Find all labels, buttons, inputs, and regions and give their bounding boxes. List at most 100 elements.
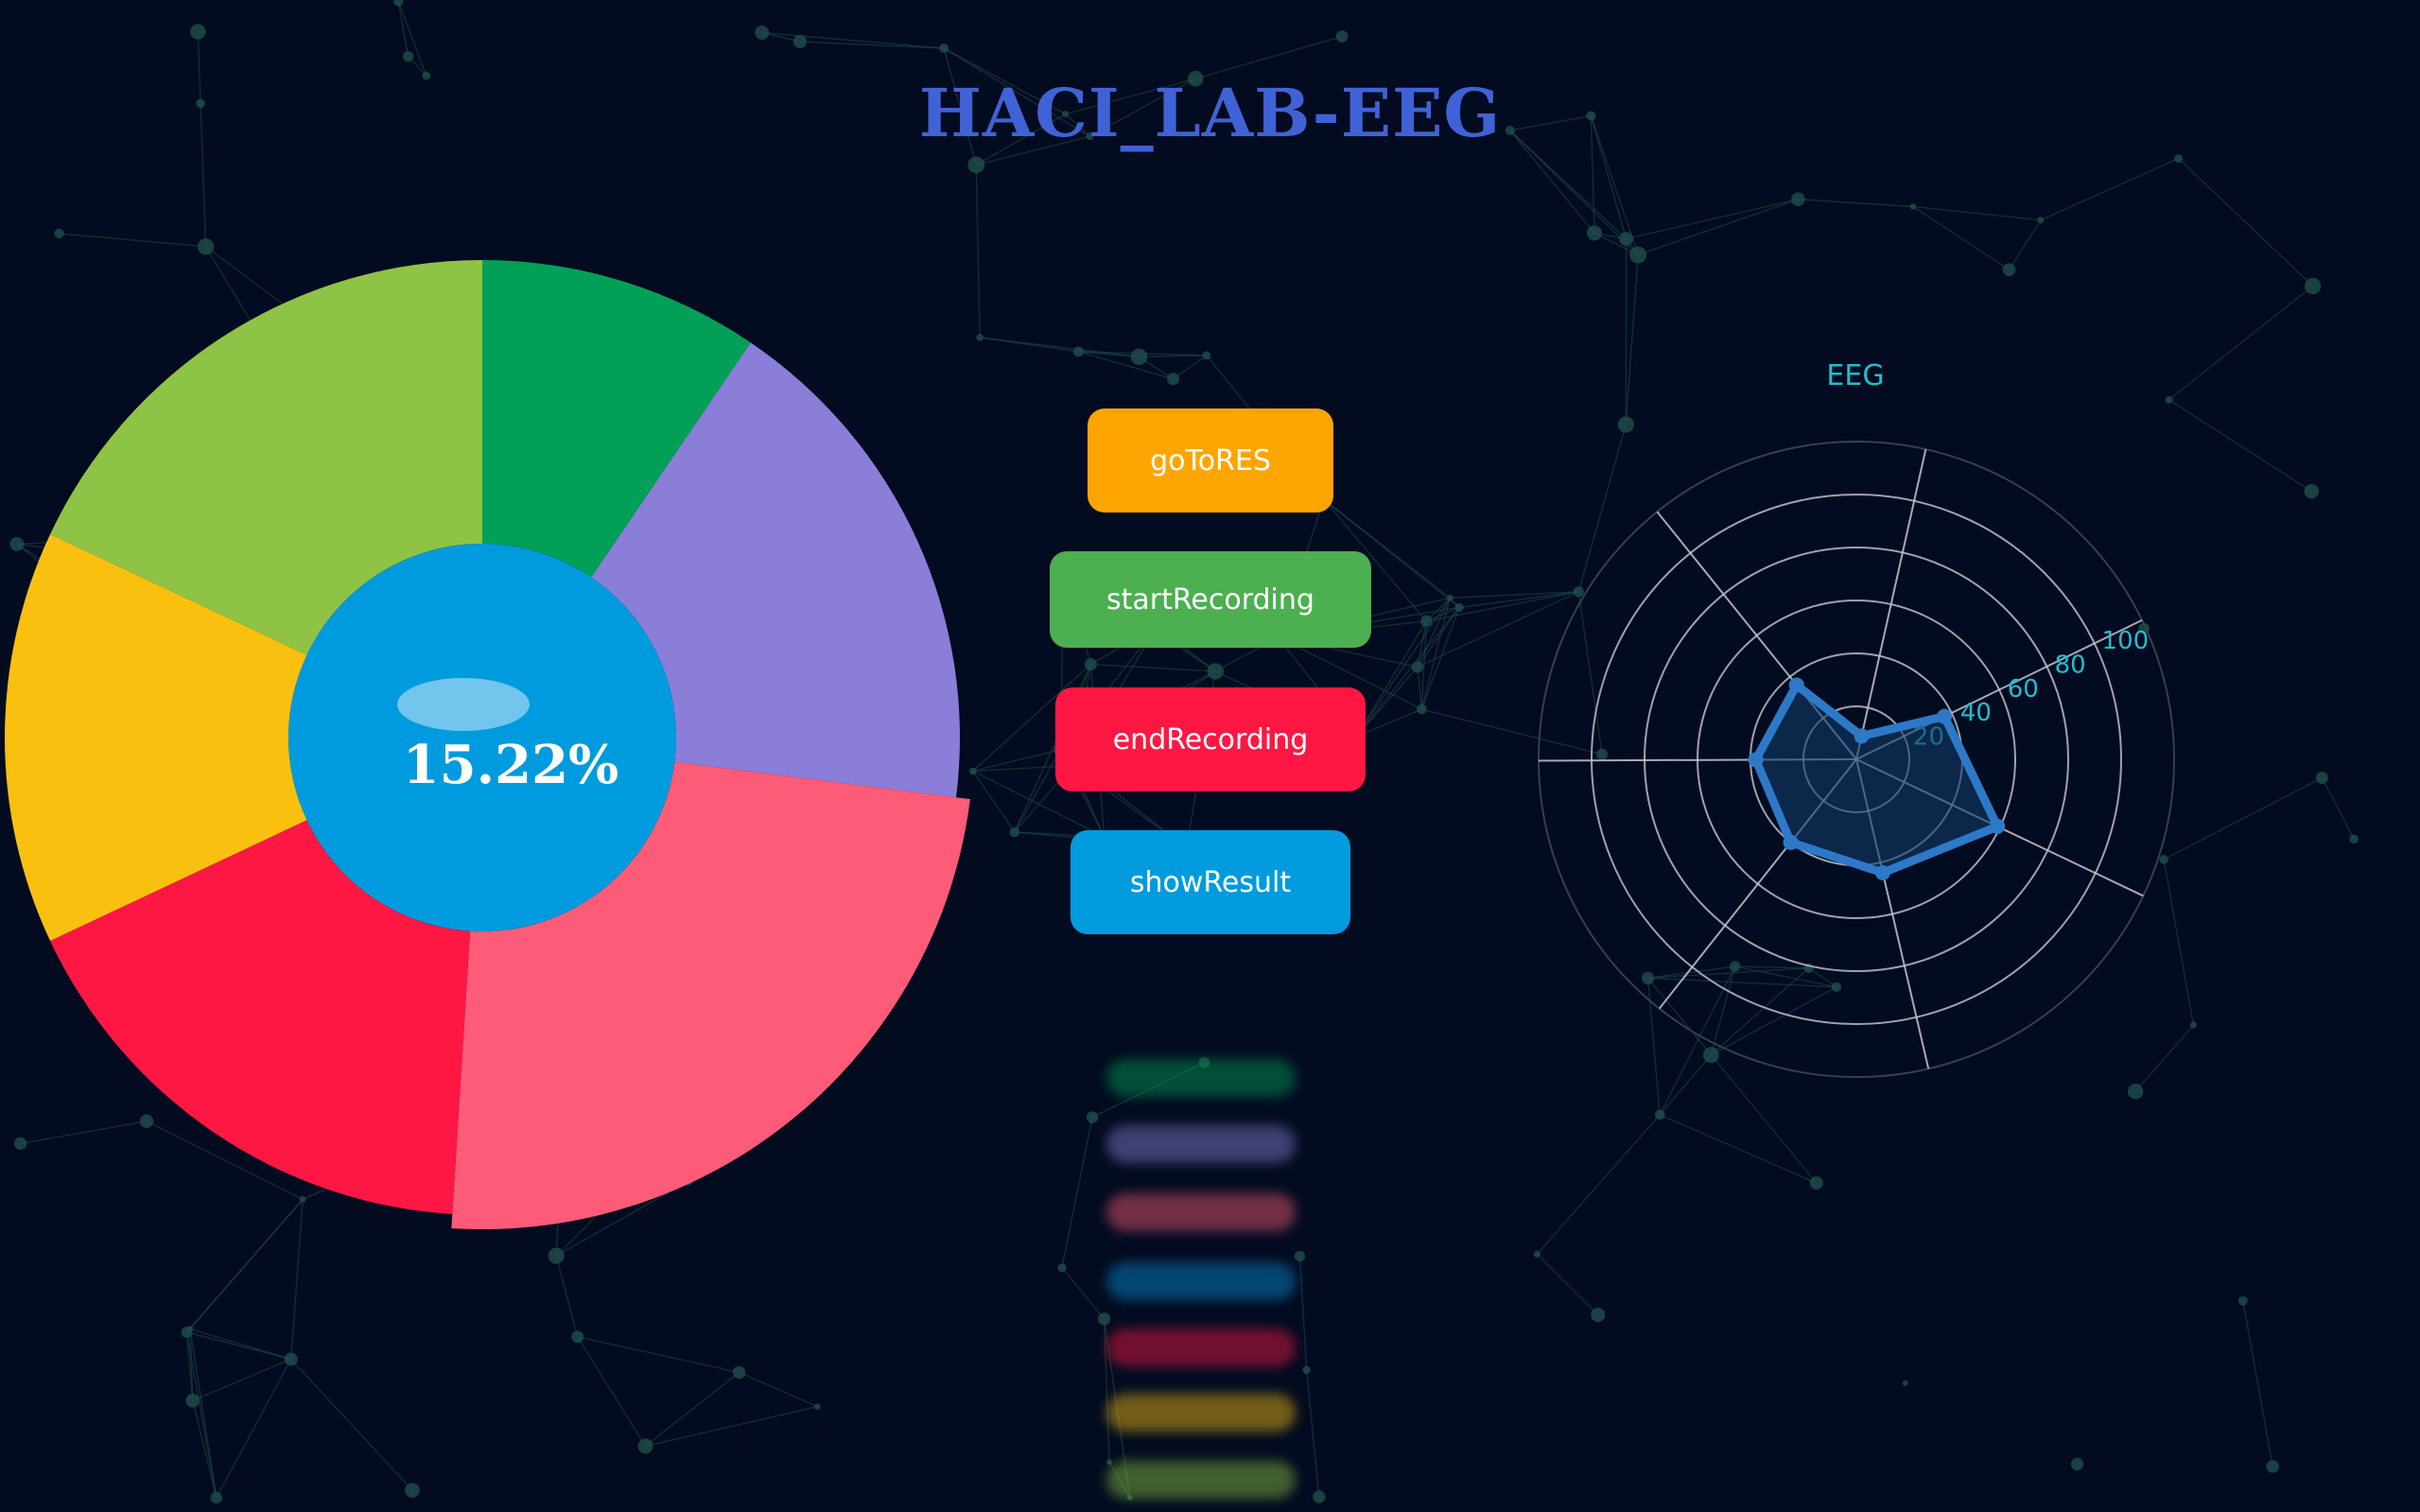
page-title: HACI_LAB-EEG <box>918 74 1502 152</box>
go-to-res-label: goToRES <box>1150 443 1271 478</box>
network-link <box>185 1331 218 1499</box>
network-link <box>799 41 945 49</box>
radar-outer-ring <box>1538 441 2175 1078</box>
legend-item[interactable] <box>1106 1394 1296 1432</box>
legend-item[interactable] <box>1106 1262 1296 1300</box>
radar-point[interactable] <box>1990 819 2006 835</box>
network-node <box>402 51 414 62</box>
donut-slice[interactable] <box>4 533 307 942</box>
network-node <box>1420 615 1433 628</box>
legend-item[interactable] <box>1106 1193 1296 1231</box>
network-node <box>1072 346 1084 357</box>
donut-slice[interactable] <box>591 342 960 798</box>
network-link <box>975 165 981 338</box>
network-link <box>1536 1114 1661 1255</box>
network-link <box>645 1405 818 1448</box>
network-link <box>192 1358 292 1401</box>
network-link <box>555 1255 579 1337</box>
network-link <box>1065 78 1196 115</box>
network-link <box>1298 1256 1308 1370</box>
network-node <box>1062 111 1070 118</box>
network-link <box>1103 1318 1110 1463</box>
radar-point[interactable] <box>1788 677 1804 693</box>
network-link <box>1711 986 1837 1056</box>
donut-slice[interactable] <box>50 260 482 655</box>
network-link <box>1091 1062 1205 1119</box>
network-node <box>1831 982 1842 992</box>
network-node <box>9 536 25 551</box>
network-link <box>1089 78 1196 137</box>
network-node <box>1417 704 1427 715</box>
show-result-button[interactable]: showResult <box>1071 830 1350 934</box>
network-link <box>1458 591 1579 609</box>
network-node <box>190 24 206 40</box>
network-node <box>2002 263 2016 277</box>
network-link <box>1173 355 1208 380</box>
network-node <box>1198 1056 1210 1069</box>
network-link <box>1090 663 1216 672</box>
network-link <box>1659 1054 1712 1116</box>
network-node <box>1057 1262 1067 1273</box>
network-link <box>1421 708 1603 756</box>
legend-item[interactable] <box>1106 1329 1296 1366</box>
network-link <box>1590 115 1628 239</box>
network-node <box>939 43 949 53</box>
network-link <box>1647 967 1809 980</box>
network-link <box>1139 355 1207 358</box>
network-node <box>1084 657 1097 670</box>
radar-point[interactable] <box>1937 708 1953 724</box>
network-node <box>181 1326 193 1338</box>
network-node <box>637 1438 653 1454</box>
donut-chart: 15.22% <box>4 260 970 1229</box>
network-link <box>1355 620 1427 738</box>
radar-axis <box>1855 448 1927 760</box>
network-link <box>197 31 201 104</box>
radar-point[interactable] <box>1748 752 1764 768</box>
network-node <box>792 34 808 49</box>
network-link <box>2168 399 2312 493</box>
network-link <box>1417 667 1423 710</box>
radar-point[interactable] <box>1783 834 1799 850</box>
network-link <box>1323 498 1427 622</box>
radar-series-area[interactable] <box>1751 680 2002 878</box>
network-link <box>761 31 945 49</box>
network-link <box>1355 708 1422 738</box>
legend-item[interactable] <box>1106 1125 1296 1163</box>
network-node <box>284 1352 298 1366</box>
network-link <box>1278 636 1422 710</box>
network-node <box>1505 126 1515 136</box>
network-node <box>1729 961 1741 972</box>
network-node <box>2174 154 2184 164</box>
network-node <box>1629 246 1647 264</box>
radar-title: EEG <box>1826 359 1884 392</box>
network-link <box>972 663 1091 772</box>
network-link <box>2163 776 2323 860</box>
donut-slice[interactable] <box>482 260 751 578</box>
legend-item[interactable] <box>1106 1461 1296 1499</box>
network-node <box>732 1365 746 1380</box>
network-link <box>1420 620 1428 710</box>
start-recording-button[interactable]: startRecording <box>1050 551 1371 648</box>
network-node <box>1702 1047 1719 1064</box>
network-link <box>1103 1318 1131 1498</box>
network-link <box>1647 965 1735 980</box>
network-node <box>405 1483 420 1498</box>
network-node <box>1596 748 1609 760</box>
network-link <box>290 1358 413 1491</box>
network-link <box>1625 254 1639 426</box>
start-recording-label: startRecording <box>1106 582 1314 617</box>
network-link <box>1108 1461 1131 1499</box>
network-node <box>1809 1176 1823 1190</box>
network-node <box>13 1137 27 1150</box>
donut-slice[interactable] <box>451 761 970 1229</box>
radar-point[interactable] <box>1854 728 1870 744</box>
network-node <box>54 228 64 239</box>
donut-slice[interactable] <box>50 820 471 1215</box>
network-node <box>2070 1457 2084 1471</box>
end-recording-button[interactable]: endRecording <box>1055 687 1366 791</box>
radar-point[interactable] <box>1874 864 1890 880</box>
legend-item[interactable] <box>1106 1059 1296 1097</box>
go-to-res-button[interactable]: goToRES <box>1088 408 1333 513</box>
network-node <box>2127 1083 2144 1100</box>
network-node <box>548 1247 565 1264</box>
